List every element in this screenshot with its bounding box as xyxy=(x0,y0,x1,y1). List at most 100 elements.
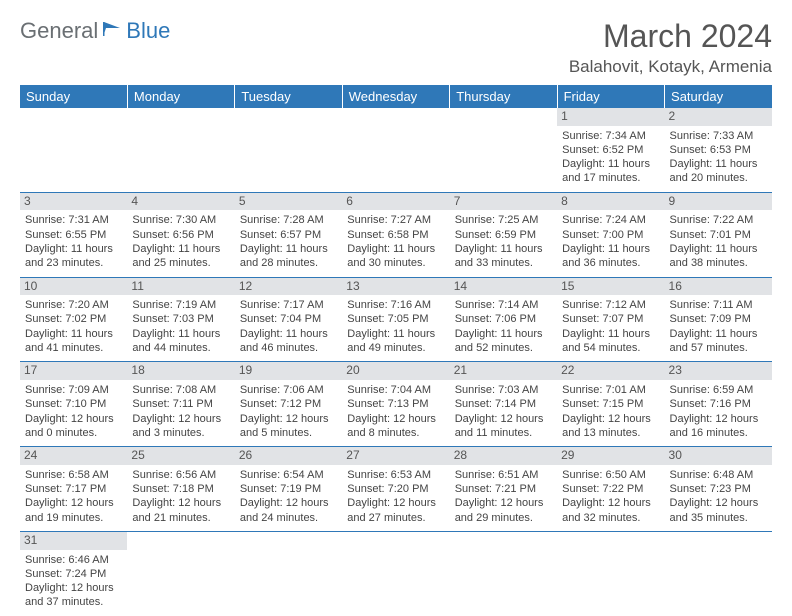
calendar-cell: 26Sunrise: 6:54 AMSunset: 7:19 PMDayligh… xyxy=(235,447,342,532)
calendar-cell xyxy=(450,531,557,615)
sunrise-text: Sunrise: 7:08 AM xyxy=(132,383,229,397)
calendar-row: 31Sunrise: 6:46 AMSunset: 7:24 PMDayligh… xyxy=(20,531,772,615)
daylight-text: Daylight: 12 hours and 0 minutes. xyxy=(25,412,122,441)
daylight-text: Daylight: 12 hours and 32 minutes. xyxy=(562,496,659,525)
day-number: 15 xyxy=(557,278,664,296)
sunrise-text: Sunrise: 6:53 AM xyxy=(347,468,444,482)
calendar-cell: 7Sunrise: 7:25 AMSunset: 6:59 PMDaylight… xyxy=(450,192,557,277)
day-number: 17 xyxy=(20,362,127,380)
day-number: 11 xyxy=(127,278,234,296)
day-number: 21 xyxy=(450,362,557,380)
calendar-cell: 11Sunrise: 7:19 AMSunset: 7:03 PMDayligh… xyxy=(127,277,234,362)
day-number: 20 xyxy=(342,362,449,380)
sunset-text: Sunset: 7:05 PM xyxy=(347,312,444,326)
daylight-text: Daylight: 12 hours and 16 minutes. xyxy=(670,412,767,441)
calendar-cell: 22Sunrise: 7:01 AMSunset: 7:15 PMDayligh… xyxy=(557,362,664,447)
calendar-cell: 24Sunrise: 6:58 AMSunset: 7:17 PMDayligh… xyxy=(20,447,127,532)
sunrise-text: Sunrise: 7:34 AM xyxy=(562,129,659,143)
day-number: 19 xyxy=(235,362,342,380)
day-number: 2 xyxy=(665,108,772,126)
calendar-cell xyxy=(557,531,664,615)
daylight-text: Daylight: 12 hours and 5 minutes. xyxy=(240,412,337,441)
day-number: 1 xyxy=(557,108,664,126)
daylight-text: Daylight: 12 hours and 24 minutes. xyxy=(240,496,337,525)
day-number: 6 xyxy=(342,193,449,211)
sunrise-text: Sunrise: 7:03 AM xyxy=(455,383,552,397)
page-subtitle: Balahovit, Kotayk, Armenia xyxy=(569,57,772,77)
calendar-row: 10Sunrise: 7:20 AMSunset: 7:02 PMDayligh… xyxy=(20,277,772,362)
sunset-text: Sunset: 6:55 PM xyxy=(25,228,122,242)
daylight-text: Daylight: 11 hours and 52 minutes. xyxy=(455,327,552,356)
calendar-cell: 29 Sunrise: 6:50 AMSunset: 7:22 PMDayligh… xyxy=(557,447,664,532)
calendar-row: 17Sunrise: 7:09 AMSunset: 7:10 PMDayligh… xyxy=(20,362,772,447)
calendar-cell xyxy=(342,531,449,615)
col-sunday: Sunday xyxy=(20,85,127,108)
day-number: 7 xyxy=(450,193,557,211)
logo-text-blue: Blue xyxy=(126,18,170,44)
sunset-text: Sunset: 7:04 PM xyxy=(240,312,337,326)
daylight-text: Daylight: 11 hours and 20 minutes. xyxy=(670,157,767,186)
daylight-text: Daylight: 11 hours and 57 minutes. xyxy=(670,327,767,356)
day-number: 31 xyxy=(20,532,127,550)
page-title: March 2024 xyxy=(569,18,772,55)
sunset-text: Sunset: 6:59 PM xyxy=(455,228,552,242)
sunrise-text: Sunrise: 6:50 AM xyxy=(562,468,659,482)
sunrise-text: Sunrise: 6:58 AM xyxy=(25,468,122,482)
day-number: 26 xyxy=(235,447,342,465)
sunrise-text: Sunrise: 7:04 AM xyxy=(347,383,444,397)
daylight-text: Daylight: 11 hours and 54 minutes. xyxy=(562,327,659,356)
calendar-row: 3Sunrise: 7:31 AMSunset: 6:55 PMDaylight… xyxy=(20,192,772,277)
sunrise-text: Sunrise: 6:54 AM xyxy=(240,468,337,482)
sunset-text: Sunset: 7:22 PM xyxy=(562,482,659,496)
sunrise-text: Sunrise: 6:56 AM xyxy=(132,468,229,482)
sunset-text: Sunset: 6:58 PM xyxy=(347,228,444,242)
sunrise-text: Sunrise: 6:51 AM xyxy=(455,468,552,482)
day-number: 13 xyxy=(342,278,449,296)
calendar-cell: 19Sunrise: 7:06 AMSunset: 7:12 PMDayligh… xyxy=(235,362,342,447)
col-thursday: Thursday xyxy=(450,85,557,108)
sunrise-text: Sunrise: 7:14 AM xyxy=(455,298,552,312)
sunset-text: Sunset: 7:03 PM xyxy=(132,312,229,326)
calendar-cell: 6 Sunrise: 7:27 AMSunset: 6:58 PMDaylight… xyxy=(342,192,449,277)
sunrise-text: Sunrise: 7:17 AM xyxy=(240,298,337,312)
daylight-text: Daylight: 11 hours and 46 minutes. xyxy=(240,327,337,356)
col-tuesday: Tuesday xyxy=(235,85,342,108)
daylight-text: Daylight: 11 hours and 49 minutes. xyxy=(347,327,444,356)
calendar-cell: 17Sunrise: 7:09 AMSunset: 7:10 PMDayligh… xyxy=(20,362,127,447)
calendar-cell xyxy=(127,108,234,192)
sunset-text: Sunset: 7:02 PM xyxy=(25,312,122,326)
sunset-text: Sunset: 6:53 PM xyxy=(670,143,767,157)
day-number: 9 xyxy=(665,193,772,211)
calendar-cell xyxy=(127,531,234,615)
day-number: 4 xyxy=(127,193,234,211)
calendar-cell: 18Sunrise: 7:08 AMSunset: 7:11 PMDayligh… xyxy=(127,362,234,447)
sunset-text: Sunset: 7:00 PM xyxy=(562,228,659,242)
day-number: 30 xyxy=(665,447,772,465)
col-friday: Friday xyxy=(557,85,664,108)
day-number: 16 xyxy=(665,278,772,296)
calendar-cell xyxy=(665,531,772,615)
sunrise-text: Sunrise: 7:20 AM xyxy=(25,298,122,312)
day-number: 29 xyxy=(557,447,664,465)
sunset-text: Sunset: 7:11 PM xyxy=(132,397,229,411)
daylight-text: Daylight: 12 hours and 29 minutes. xyxy=(455,496,552,525)
calendar-cell xyxy=(20,108,127,192)
sunrise-text: Sunrise: 6:46 AM xyxy=(25,553,122,567)
calendar-cell: 30Sunrise: 6:48 AMSunset: 7:23 PMDayligh… xyxy=(665,447,772,532)
calendar-cell: 9Sunrise: 7:22 AMSunset: 7:01 PMDaylight… xyxy=(665,192,772,277)
calendar-cell xyxy=(235,108,342,192)
title-block: March 2024 Balahovit, Kotayk, Armenia xyxy=(569,18,772,77)
day-number: 3 xyxy=(20,193,127,211)
sunrise-text: Sunrise: 7:09 AM xyxy=(25,383,122,397)
calendar-cell: 12Sunrise: 7:17 AMSunset: 7:04 PMDayligh… xyxy=(235,277,342,362)
sunrise-text: Sunrise: 7:30 AM xyxy=(132,213,229,227)
daylight-text: Daylight: 11 hours and 38 minutes. xyxy=(670,242,767,271)
day-number: 28 xyxy=(450,447,557,465)
daylight-text: Daylight: 11 hours and 30 minutes. xyxy=(347,242,444,271)
col-monday: Monday xyxy=(127,85,234,108)
daylight-text: Daylight: 12 hours and 35 minutes. xyxy=(670,496,767,525)
calendar-cell: 20Sunrise: 7:04 AMSunset: 7:13 PMDayligh… xyxy=(342,362,449,447)
calendar-cell xyxy=(235,531,342,615)
calendar-cell: 13Sunrise: 7:16 AMSunset: 7:05 PMDayligh… xyxy=(342,277,449,362)
sunrise-text: Sunrise: 7:27 AM xyxy=(347,213,444,227)
